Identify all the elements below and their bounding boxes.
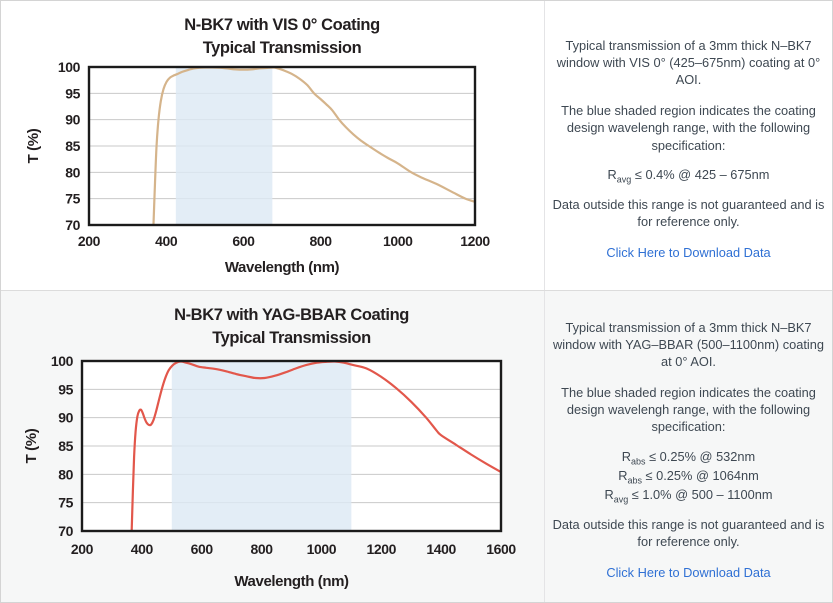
x-axis-label: Wavelength (nm): [234, 573, 349, 590]
x-tick-label: 400: [155, 233, 178, 249]
x-tick-label: 600: [232, 233, 255, 249]
chart-description: Typical transmission of a 3mm thick N–BK…: [552, 320, 824, 370]
spec-line: Rabs ≤ 0.25% @ 1064nm: [618, 467, 759, 486]
x-tick-label: 200: [78, 233, 101, 249]
disclaimer-text: Data outside this range is not guarantee…: [552, 516, 825, 549]
y-tick-label: 75: [65, 191, 80, 207]
yag-chart-panel: N-BK7 with YAG-BBAR Coating Typical Trans…: [1, 291, 544, 602]
yag-info-panel: Typical transmission of a 3mm thick N–BK…: [544, 291, 832, 602]
y-axis-label: T (%): [25, 128, 42, 163]
chart-title: N-BK7 with YAG-BBAR Coating: [174, 306, 409, 324]
spec-line: Ravg ≤ 1.0% @ 500 – 1100nm: [604, 486, 773, 505]
spec-line: Ravg ≤ 0.4% @ 425 – 675nm: [607, 166, 770, 185]
coating-design-region: [175, 67, 273, 225]
chart-subtitle: Typical Transmission: [203, 39, 362, 57]
x-tick-label: 1400: [426, 541, 456, 557]
y-tick-label: 95: [58, 381, 73, 397]
transmission-curve: [130, 361, 501, 531]
x-tick-label: 600: [191, 541, 214, 557]
y-tick-label: 90: [65, 112, 80, 128]
y-tick-label: 95: [65, 85, 80, 101]
y-tick-label: 80: [58, 466, 73, 482]
shaded-region-note: The blue shaded region indicates the coa…: [561, 103, 816, 153]
chart-title: N-BK7 with VIS 0° Coating: [184, 16, 380, 34]
coating-design-region: [171, 361, 352, 531]
spec-list: Rabs ≤ 0.25% @ 532nm Rabs ≤ 0.25% @ 1064n…: [604, 446, 772, 505]
x-tick-label: 1200: [367, 541, 397, 557]
x-tick-label: 800: [310, 233, 333, 249]
x-tick-label: 1000: [307, 541, 337, 557]
x-tick-label: 400: [131, 541, 154, 557]
yag-coating-row: N-BK7 with YAG-BBAR Coating Typical Trans…: [1, 291, 832, 602]
spec-line: Rabs ≤ 0.25% @ 532nm: [621, 448, 756, 467]
x-axis-label: Wavelength (nm): [225, 259, 340, 276]
download-data-link[interactable]: Click Here to Download Data: [606, 564, 771, 580]
chart-subtitle: Typical Transmission: [212, 329, 371, 347]
vis-transmission-chart: N-BK7 with VIS 0° Coating Typical Transmi…: [25, 16, 491, 276]
x-tick-label: 200: [71, 541, 94, 557]
x-tick-label: 1600: [486, 541, 516, 557]
chart-description: Typical transmission of a 3mm thick N–BK…: [556, 38, 821, 88]
x-tick-label: 800: [250, 541, 273, 557]
y-tick-label: 75: [58, 495, 73, 511]
vis-coating-row: N-BK7 with VIS 0° Coating Typical Transmi…: [1, 1, 832, 291]
y-tick-label: 80: [65, 164, 80, 180]
vis-chart-panel: N-BK7 with VIS 0° Coating Typical Transmi…: [1, 1, 544, 290]
y-tick-label: 70: [65, 217, 80, 233]
vis-info-panel: Typical transmission of a 3mm thick N–BK…: [544, 1, 832, 290]
x-tick-label: 1000: [383, 233, 413, 249]
spec-list: Ravg ≤ 0.4% @ 425 – 675nm: [608, 164, 770, 185]
shaded-region-note: The blue shaded region indicates the coa…: [561, 385, 816, 435]
x-tick-label: 1200: [460, 233, 490, 249]
y-tick-label: 85: [58, 438, 73, 454]
y-axis-label: T (%): [23, 428, 40, 463]
plot-border: [87, 65, 477, 227]
y-tick-label: 100: [58, 59, 81, 75]
y-tick-label: 70: [58, 523, 73, 539]
yag-transmission-chart: N-BK7 with YAG-BBAR Coating Typical Trans…: [23, 306, 517, 590]
plot-border: [80, 359, 503, 533]
y-tick-label: 100: [51, 353, 74, 369]
y-tick-label: 85: [65, 138, 80, 154]
y-tick-label: 90: [58, 410, 73, 426]
disclaimer-text: Data outside this range is not guarantee…: [552, 196, 825, 229]
download-data-link[interactable]: Click Here to Download Data: [606, 244, 771, 260]
